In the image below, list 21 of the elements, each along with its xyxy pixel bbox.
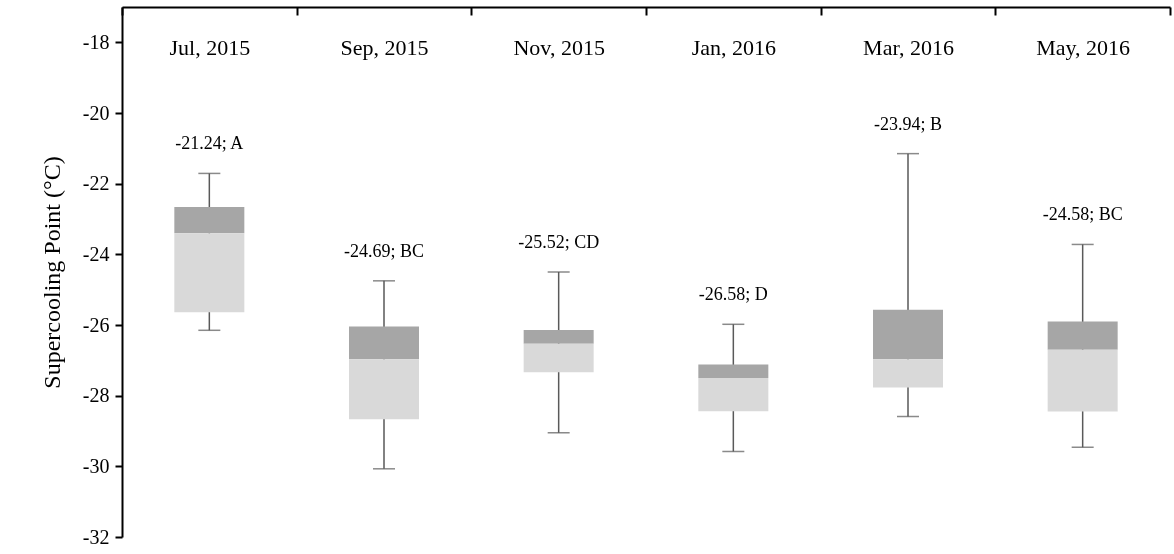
x-tick-label: Jul, 2015 [169,34,251,60]
x-tick-label: Mar, 2016 [863,34,954,60]
x-tick-label: Nov, 2015 [513,34,605,60]
y-tick-label: -22 [82,172,110,195]
annotation: -23.94; B [873,113,943,134]
x-tick-label: Sep, 2015 [340,34,429,60]
y-axis-title: Supercooling Point (°C) [38,156,65,389]
x-tick-label: Jan, 2016 [691,34,776,60]
y-tick-label: -30 [82,454,110,477]
y-tick-label: -26 [82,313,110,336]
annotation: -24.69; BC [343,240,425,261]
y-tick-label: -18 [82,30,110,53]
annotation: -21.24; A [175,133,244,154]
annotation: -24.58; BC [1042,204,1123,225]
annotation: -26.58; D [698,284,768,305]
y-tick-label: -24 [82,242,110,265]
y-tick-label: -32 [82,525,110,548]
y-tick-label: -28 [82,384,110,407]
annotation: -25.52; CD [518,232,600,252]
x-tick-label: May, 2016 [1036,34,1131,60]
y-tick-label: -20 [82,101,110,124]
